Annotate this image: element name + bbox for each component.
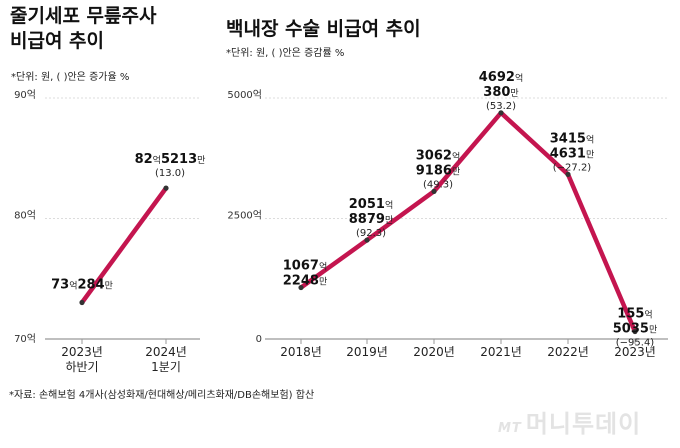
left-data-point [163, 185, 169, 191]
left-title-line-2: 비급여 추이 [10, 30, 105, 52]
right-data-label: 2051억 [349, 197, 393, 212]
right-change-label: (92.3) [356, 228, 386, 239]
source-footnote: *자료: 손해보험 4개사(삼성화재/현대해상/메리츠화재/DB손해보험) 합산 [9, 390, 315, 401]
right-data-point [565, 171, 571, 177]
left-change-label: (13.0) [155, 168, 185, 179]
right-change-label: (−95.4) [616, 338, 655, 349]
left-x-tick-label: 하반기 [65, 360, 98, 374]
right-data-point [364, 237, 370, 243]
right-x-tick-label: 2018년 [280, 345, 322, 359]
left-x-tick-label: 2023년 [61, 345, 103, 359]
right-change-label: (49.3) [423, 179, 453, 190]
right-y-tick-label: 0 [256, 334, 262, 345]
left-y-tick-label: 90억 [14, 89, 36, 101]
watermark-name: 머니투데이 [525, 410, 642, 438]
right-data-label-man: 380만 [483, 85, 518, 100]
right-data-label: 1067억 [283, 259, 327, 274]
right-data-label-man: 8879만 [349, 212, 393, 227]
watermark: MT 머니투데이 [498, 404, 641, 439]
right-change-label: (53.2) [486, 101, 516, 112]
left-x-tick-label: 1분기 [151, 360, 181, 374]
left-y-tick-label: 80억 [14, 210, 36, 222]
right-x-tick-label: 2019년 [346, 345, 388, 359]
right-data-point [632, 328, 638, 335]
right-data-label: 3415억 [550, 131, 594, 146]
right-x-tick-label: 2020년 [413, 345, 455, 359]
left-unit-note: *단위: 원, ( )안은 증가율 % [11, 72, 130, 83]
watermark-brand: MT [498, 421, 522, 436]
right-data-label-man: 2248만 [283, 274, 327, 289]
right-x-tick-label: 2021년 [480, 345, 522, 359]
right-chart: 5000억 2500억 0 2018년 2019년 2020년 2021년 2022년 2023… [227, 70, 668, 359]
left-title-line-1: 줄기세포 무릎주사 [10, 5, 157, 27]
right-series-line [298, 110, 638, 334]
right-x-tick-label: 2023년 [614, 345, 656, 359]
left-y-tick-label: 70억 [14, 333, 36, 345]
left-data-label: 82억5213만 [135, 152, 206, 167]
left-data-point [79, 299, 85, 306]
right-data-label: 3062억 [416, 148, 460, 163]
right-y-tick-label: 2500억 [227, 210, 262, 222]
right-data-point [298, 284, 304, 291]
right-unit-note: *단위: 원, ( )안은 증감률 % [226, 48, 345, 59]
right-data-label-man: 5035만 [613, 322, 657, 337]
right-change-label: (−27.2) [553, 162, 592, 173]
right-y-tick-label: 5000억 [227, 89, 262, 101]
left-chart-title: 줄기세포 무릎주사 비급여 추이 [10, 4, 156, 54]
right-data-point [498, 110, 504, 116]
right-data-label-man: 4631만 [550, 146, 594, 161]
left-data-label: 73억284만 [51, 278, 113, 293]
right-data-label-man: 9186만 [416, 163, 460, 178]
right-data-label: 4692억 [479, 70, 523, 85]
left-series-line [79, 185, 169, 305]
right-chart-title: 백내장 수술 비급여 추이 [226, 18, 421, 40]
right-data-label: 155억 [617, 307, 652, 322]
left-x-tick-label: 2024년 [145, 345, 187, 359]
right-x-tick-label: 2022년 [547, 345, 589, 359]
right-data-point [431, 188, 437, 194]
